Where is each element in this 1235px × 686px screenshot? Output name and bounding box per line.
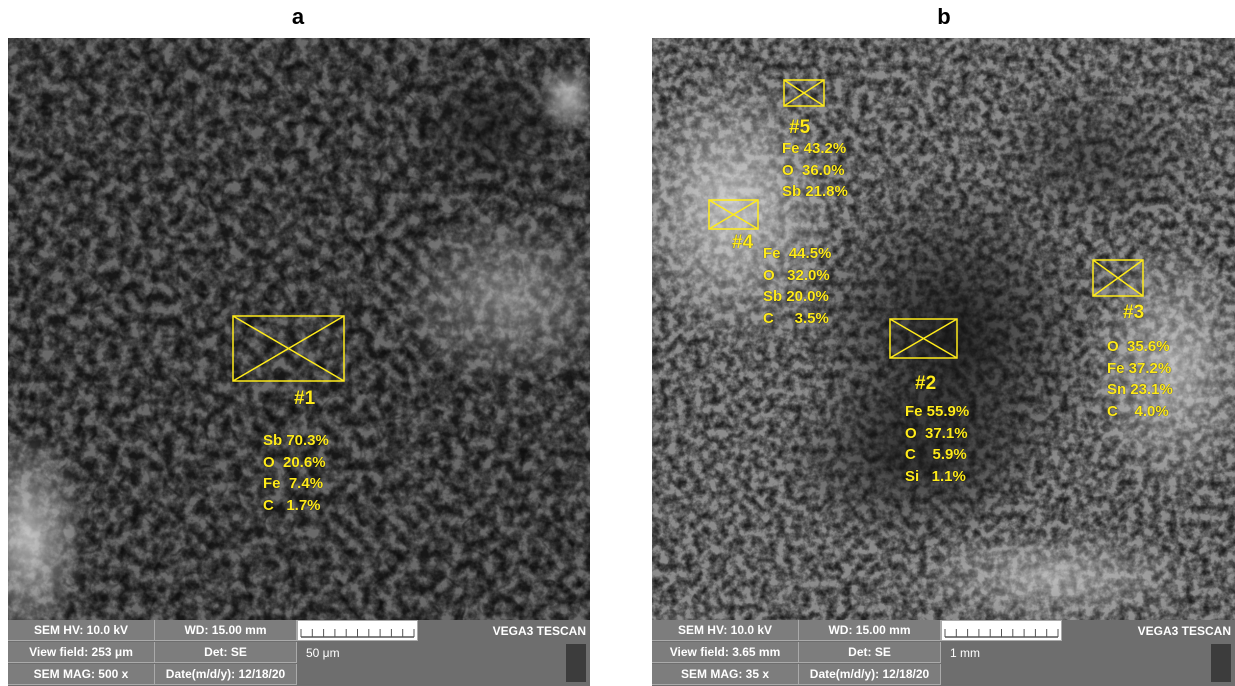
- info-cell: WD: 15.00 mm: [155, 620, 297, 641]
- composition-line: Fe 44.5%: [763, 243, 831, 265]
- page: a b SEM HV: 10.0 kVWD: 15.00 mmView fiel…: [0, 0, 1235, 686]
- scale-bar-box: [297, 620, 418, 641]
- scale-bar: [298, 621, 417, 640]
- spot-id: #5: [789, 117, 810, 139]
- composition-line: Sb 21.8%: [782, 181, 848, 203]
- composition-line: C 3.5%: [763, 308, 829, 330]
- composition-line: O 36.0%: [782, 160, 845, 182]
- panel-label: a: [278, 4, 318, 30]
- info-cell: View field: 3.65 mm: [652, 642, 799, 663]
- scale-label: 1 mm: [950, 646, 980, 660]
- logo: [566, 644, 586, 682]
- info-cell: Date(m/d/y): 12/18/20: [799, 664, 941, 685]
- composition-line: O 32.0%: [763, 265, 830, 287]
- logo: [1211, 644, 1231, 682]
- brand-label: VEGA3 TESCAN: [1138, 624, 1231, 638]
- composition-line: Fe 7.4%: [263, 473, 323, 495]
- composition-line: C 5.9%: [905, 444, 967, 466]
- composition-line: Sb 70.3%: [263, 430, 329, 452]
- composition-line: O 37.1%: [905, 423, 968, 445]
- scale-bar: [942, 621, 1061, 640]
- spot-id: #4: [732, 232, 753, 254]
- composition-line: Fe 43.2%: [782, 138, 846, 160]
- sem-image: [8, 38, 590, 620]
- composition-line: O 35.6%: [1107, 336, 1170, 358]
- scale-bar-box: [941, 620, 1062, 641]
- info-cell: View field: 253 μm: [8, 642, 155, 663]
- info-cell: SEM HV: 10.0 kV: [652, 620, 799, 641]
- info-cell: SEM MAG: 500 x: [8, 664, 155, 685]
- composition-line: C 4.0%: [1107, 401, 1169, 423]
- scale-label: 50 μm: [306, 646, 340, 660]
- spot-id: #3: [1123, 302, 1144, 324]
- info-cell: Det: SE: [799, 642, 941, 663]
- composition-line: O 20.6%: [263, 452, 326, 474]
- composition-line: Sn 23.1%: [1107, 379, 1173, 401]
- spot-id: #1: [294, 388, 315, 410]
- brand-label: VEGA3 TESCAN: [493, 624, 586, 638]
- composition-line: C 1.7%: [263, 495, 321, 517]
- info-cell: WD: 15.00 mm: [799, 620, 941, 641]
- spot-id: #2: [915, 373, 936, 395]
- info-cell: SEM HV: 10.0 kV: [8, 620, 155, 641]
- composition-line: Fe 55.9%: [905, 401, 969, 423]
- panel-label: b: [924, 4, 964, 30]
- composition-line: Fe 37.2%: [1107, 358, 1171, 380]
- info-cell: SEM MAG: 35 x: [652, 664, 799, 685]
- composition-line: Si 1.1%: [905, 466, 966, 488]
- composition-line: Sb 20.0%: [763, 286, 829, 308]
- info-cell: Date(m/d/y): 12/18/20: [155, 664, 297, 685]
- sem-image: [652, 38, 1235, 620]
- info-cell: Det: SE: [155, 642, 297, 663]
